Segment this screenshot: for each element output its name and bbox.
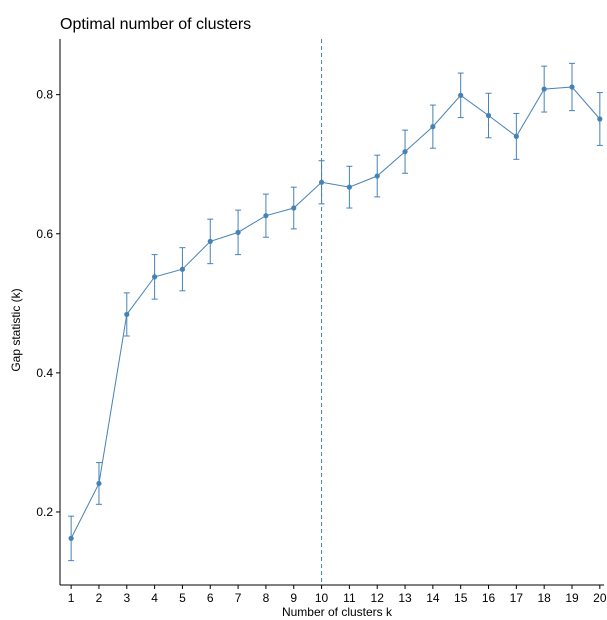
x-tick-label: 12 bbox=[371, 591, 385, 605]
x-tick-label: 10 bbox=[315, 591, 329, 605]
error-bars bbox=[68, 62, 603, 562]
x-tick-label: 19 bbox=[565, 591, 579, 605]
data-point bbox=[179, 266, 186, 272]
data-point bbox=[207, 238, 213, 245]
data-point bbox=[541, 86, 547, 92]
x-tick-label: 20 bbox=[593, 591, 607, 605]
x-tick-label: 14 bbox=[426, 591, 440, 605]
data-point bbox=[68, 535, 74, 541]
data-points bbox=[68, 84, 603, 541]
data-point bbox=[263, 213, 269, 219]
chart-title: Optimal number of clusters bbox=[60, 16, 251, 33]
y-tick-label: 0.4 bbox=[36, 366, 53, 380]
data-point bbox=[485, 112, 492, 119]
x-tick-label: 16 bbox=[482, 591, 496, 605]
y-tick-label: 0.8 bbox=[36, 88, 53, 102]
plot-area: 0.20.40.60.8 1 2 3 4 5 6 7 8 9 10 11 12 13 14 15 16 17 18… bbox=[36, 39, 607, 605]
x-tick-label: 5 bbox=[179, 591, 186, 605]
x-tick-label: 7 bbox=[235, 591, 242, 605]
x-tick-label: 4 bbox=[151, 591, 158, 605]
x-tick-label: 1 bbox=[68, 591, 75, 605]
x-tick-label: 8 bbox=[263, 591, 270, 605]
y-axis-ticks: 0.2 0.4 0.6 0.8 bbox=[36, 88, 60, 519]
x-tick-label: 15 bbox=[454, 591, 468, 605]
x-tick-label: 9 bbox=[290, 591, 297, 605]
x-axis-label: Number of clusters k bbox=[282, 605, 393, 619]
data-point bbox=[124, 311, 130, 318]
data-point bbox=[152, 274, 158, 280]
data-point bbox=[569, 84, 575, 90]
data-point bbox=[346, 184, 352, 190]
data-point bbox=[235, 229, 241, 235]
data-point bbox=[597, 116, 603, 122]
data-point bbox=[96, 480, 102, 487]
x-tick-label: 6 bbox=[207, 591, 214, 605]
y-axis-label: Gap statistic (k) bbox=[9, 288, 23, 371]
series-line bbox=[70, 86, 601, 539]
data-point bbox=[402, 149, 408, 155]
y-tick-label: 0.6 bbox=[36, 227, 53, 241]
x-tick-label: 2 bbox=[96, 591, 103, 605]
x-tick-label: 13 bbox=[398, 591, 412, 605]
data-point bbox=[291, 205, 297, 211]
x-tick-label: 3 bbox=[123, 591, 130, 605]
x-axis-ticks: 1 2 3 4 5 6 7 8 9 10 11 12 13 14 15 16 17 18 19 20 bbox=[68, 585, 607, 605]
data-point bbox=[430, 124, 436, 130]
data-point bbox=[458, 92, 464, 98]
data-point bbox=[374, 173, 380, 179]
y-tick-label: 0.2 bbox=[36, 505, 53, 519]
data-point bbox=[513, 133, 519, 139]
x-tick-label: 17 bbox=[510, 591, 524, 605]
x-tick-label: 18 bbox=[537, 591, 551, 605]
data-point bbox=[318, 179, 325, 185]
x-tick-label: 11 bbox=[343, 591, 356, 605]
